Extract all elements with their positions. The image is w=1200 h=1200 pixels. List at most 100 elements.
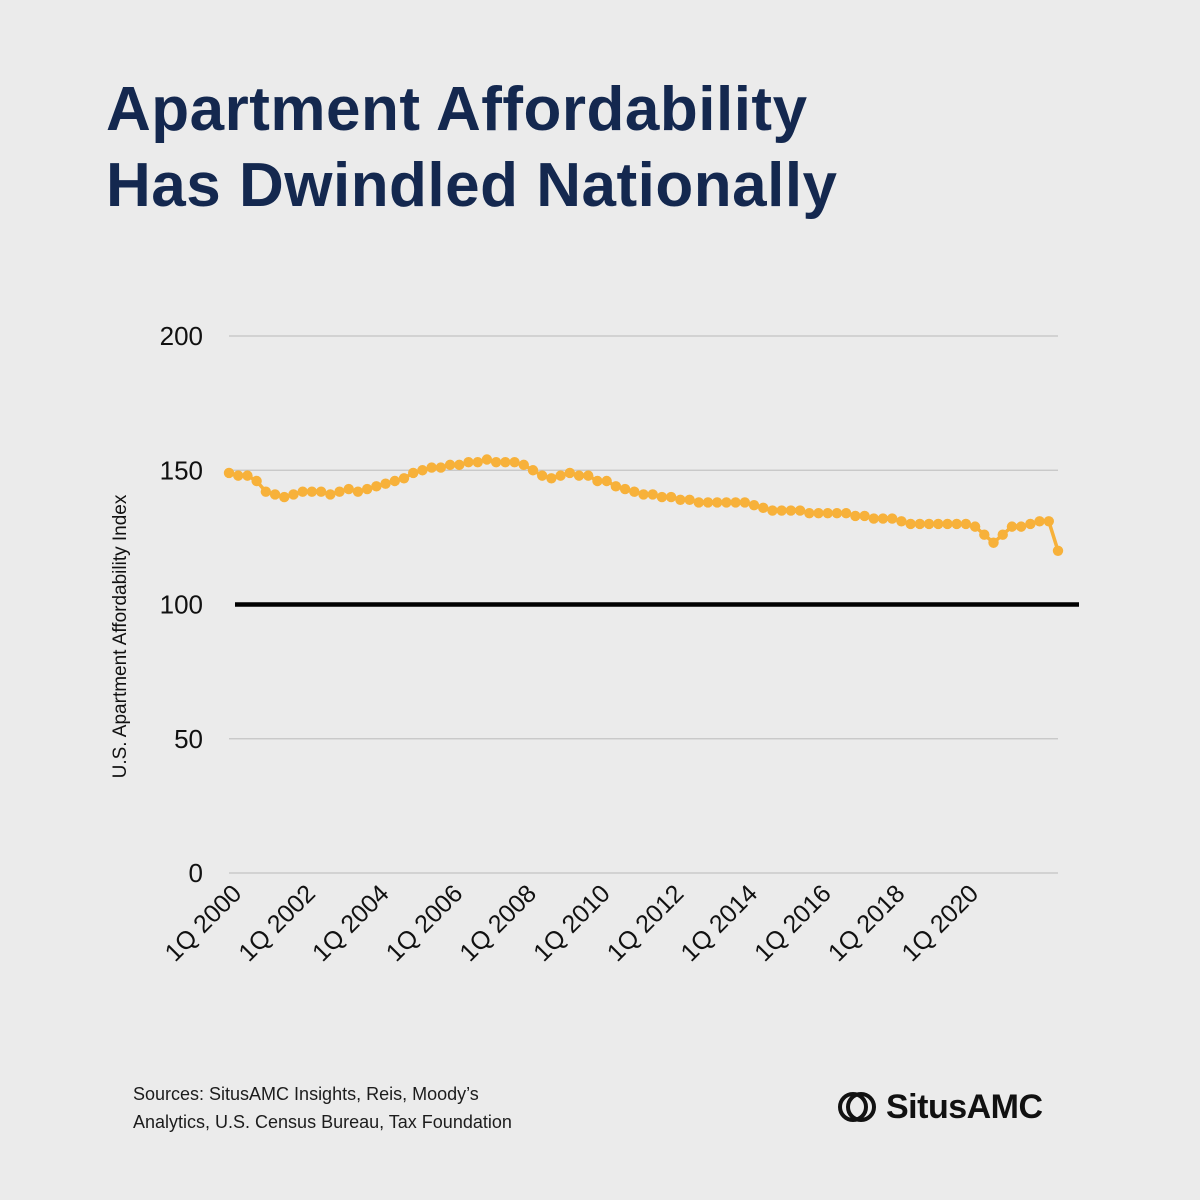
data-point — [951, 518, 962, 530]
data-point — [389, 475, 400, 487]
x-tick-label: 1Q 2002 — [233, 879, 321, 967]
data-point — [297, 486, 308, 497]
data-point — [1052, 545, 1064, 556]
data-point — [242, 470, 253, 481]
data-point — [896, 516, 907, 527]
data-point — [426, 462, 437, 473]
data-point — [408, 467, 419, 479]
situsamc-logo: SitusAMC — [836, 1086, 1043, 1128]
data-point — [721, 497, 732, 508]
data-point — [315, 486, 327, 497]
data-point — [877, 513, 889, 524]
data-point — [1034, 516, 1045, 527]
data-point — [573, 470, 585, 481]
data-point — [343, 483, 354, 495]
x-tick-label: 1Q 2004 — [307, 879, 395, 967]
data-point — [223, 467, 235, 479]
data-point — [711, 497, 723, 508]
x-tick-label: 1Q 2006 — [381, 879, 469, 967]
data-point — [454, 459, 465, 471]
data-point — [490, 456, 502, 468]
data-point — [352, 486, 364, 497]
data-point — [831, 508, 843, 519]
data-point — [794, 505, 806, 516]
data-point — [776, 505, 787, 516]
x-tick-label: 1Q 2020 — [897, 879, 985, 967]
data-point — [509, 456, 520, 468]
situsamc-logo-icon — [838, 1092, 876, 1122]
x-tick-label: 1Q 2008 — [454, 879, 542, 967]
x-tick-label: 1Q 2012 — [602, 879, 690, 967]
data-point — [739, 497, 751, 508]
y-tick-label-50: 50 — [174, 724, 203, 754]
data-point — [813, 508, 824, 519]
data-point — [481, 454, 493, 465]
data-point — [500, 456, 511, 468]
data-point — [785, 505, 797, 516]
data-point — [371, 481, 382, 492]
data-point — [767, 505, 778, 516]
data-point — [564, 467, 576, 479]
data-point — [1025, 518, 1036, 530]
brand-name: SitusAMC — [886, 1087, 1043, 1126]
series-line — [228, 457, 1060, 552]
data-point — [527, 465, 539, 476]
data-point — [850, 510, 861, 522]
y-tick-label-150: 150 — [160, 455, 203, 485]
data-point — [269, 489, 281, 500]
data-point — [463, 456, 474, 468]
data-point — [629, 486, 640, 497]
data-point — [675, 494, 686, 505]
data-point — [619, 483, 631, 495]
x-tick-label: 1Q 2010 — [528, 879, 616, 967]
data-point — [583, 470, 594, 481]
y-tick-label-0: 0 — [189, 858, 203, 888]
data-point — [518, 459, 529, 471]
data-point — [758, 502, 769, 514]
x-tick-label: 1Q 2018 — [823, 879, 911, 967]
data-point — [260, 486, 272, 497]
data-point — [251, 475, 262, 487]
data-point — [325, 489, 336, 500]
data-point — [822, 508, 833, 519]
data-point — [444, 459, 456, 471]
data-point — [914, 518, 926, 530]
data-point — [933, 518, 944, 530]
data-point — [610, 481, 622, 492]
data-point — [361, 483, 373, 495]
data-point — [979, 529, 990, 540]
data-point — [638, 489, 649, 500]
sources-note: Sources: SitusAMC Insights, Reis, Moody’… — [133, 1080, 573, 1136]
data-point — [1015, 521, 1027, 532]
data-point — [288, 489, 299, 500]
data-point — [868, 513, 879, 524]
data-point — [417, 465, 428, 476]
data-point — [748, 499, 760, 511]
data-point — [840, 508, 852, 519]
data-point — [960, 518, 972, 530]
data-point — [472, 456, 483, 468]
data-point — [1043, 516, 1054, 527]
data-point — [804, 508, 815, 519]
page-title-line-2: Has Dwindled Nationally — [106, 151, 838, 220]
data-point — [997, 529, 1008, 540]
data-point — [988, 537, 999, 548]
y-tick-label-100: 100 — [160, 590, 203, 620]
data-point — [665, 491, 677, 503]
data-point — [592, 475, 603, 487]
data-point — [435, 462, 447, 473]
page-title: Apartment Affordability Has Dwindled Nat… — [106, 72, 838, 224]
data-point — [942, 518, 953, 530]
data-point — [969, 521, 981, 532]
data-point — [546, 473, 557, 484]
y-tick-label-200: 200 — [160, 321, 203, 351]
data-point — [601, 475, 612, 487]
x-tick-label: 1Q 2014 — [675, 879, 763, 967]
data-point — [279, 491, 290, 503]
data-point — [730, 497, 741, 508]
page-title-line-1: Apartment Affordability — [106, 75, 808, 144]
sources-line-1: Sources: SitusAMC Insights, Reis, Moody’… — [133, 1084, 479, 1104]
data-point — [536, 470, 548, 481]
data-point — [656, 491, 668, 503]
